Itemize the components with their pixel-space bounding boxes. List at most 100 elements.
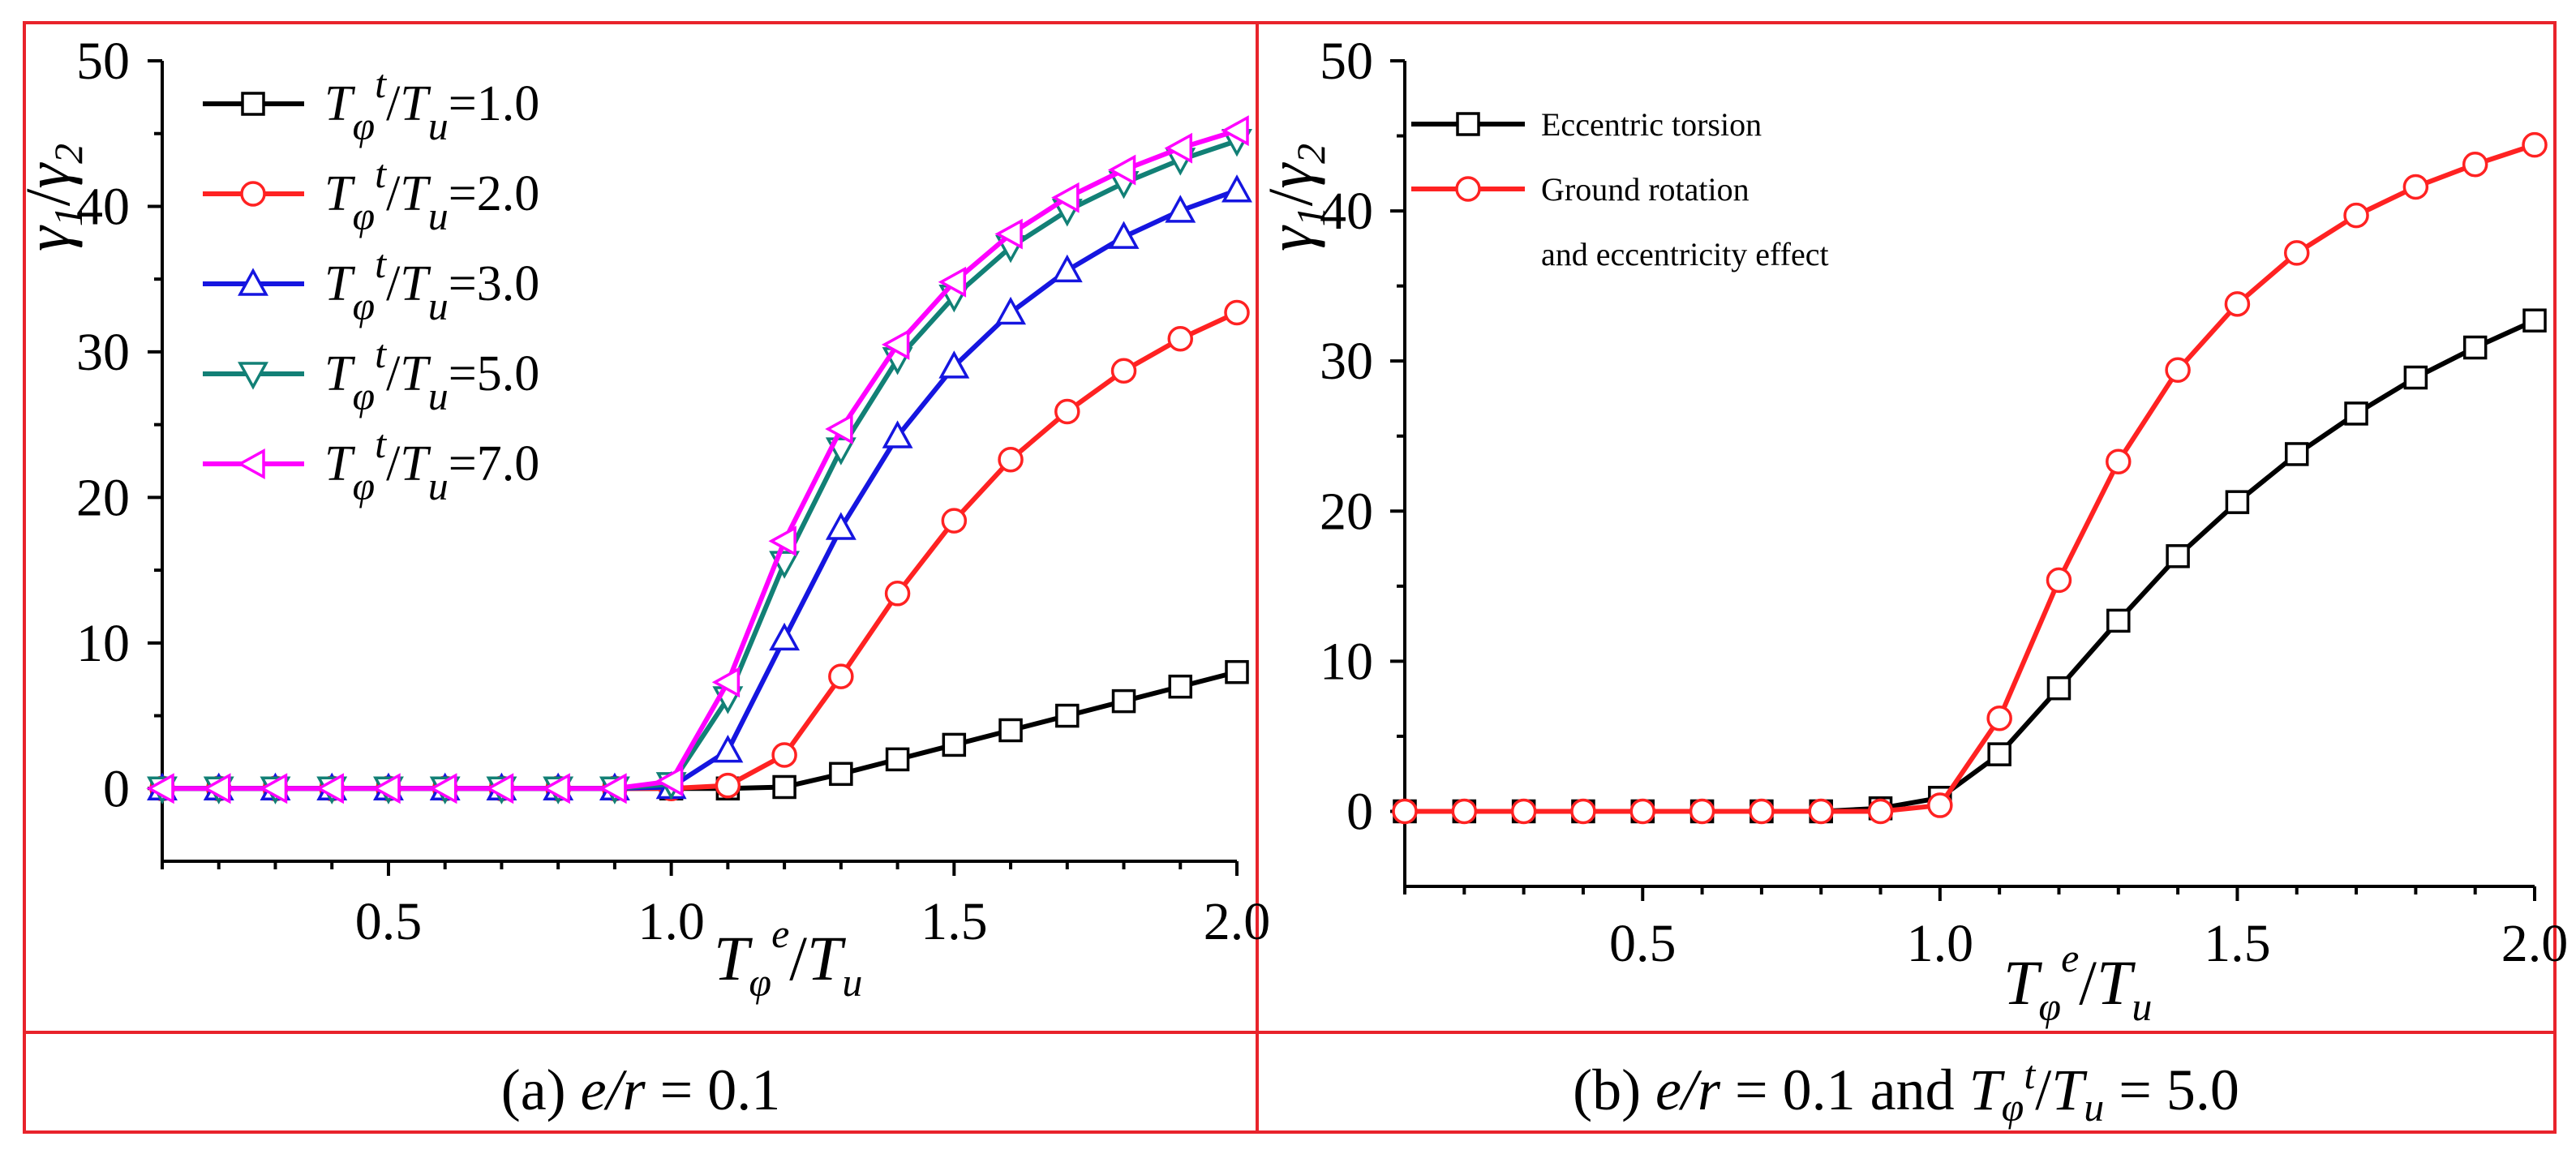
data-point xyxy=(1986,705,2012,731)
data-point xyxy=(1570,798,1596,825)
legend-sup: t xyxy=(375,151,387,196)
x-axis-title-sub: φ xyxy=(2038,984,2061,1029)
data-point xyxy=(1510,798,1537,825)
legend-swatch-marker xyxy=(238,362,268,390)
data-point xyxy=(1165,195,1196,223)
legend-tu: T xyxy=(400,346,431,401)
data-point xyxy=(203,773,231,804)
legend-t: T xyxy=(324,256,356,311)
caption-b: (b) e/r = 0.1 and Tφt/Tu = 5.0 xyxy=(1573,1052,2239,1130)
x-tick-label: 2.0 xyxy=(1204,892,1271,951)
caption-a-rest: = 0.1 xyxy=(646,1057,781,1122)
legend-slash: / xyxy=(386,256,401,311)
legend-item: Tφt/Tu=1.0 xyxy=(203,61,539,148)
legend-tu: T xyxy=(400,436,431,491)
data-point xyxy=(938,350,970,379)
legend-rest: =3.0 xyxy=(449,256,539,311)
data-point xyxy=(599,773,627,804)
data-point xyxy=(2522,131,2548,158)
y-axis-title-slash: / xyxy=(1255,188,1325,206)
caption-b-t-sub: φ xyxy=(2002,1084,2024,1130)
legend-label: Eccentric torsion xyxy=(1541,106,1762,143)
x-axis-title-tu: T xyxy=(807,923,846,993)
data-point xyxy=(1051,254,1083,283)
caption-b-t: T xyxy=(1969,1057,2006,1122)
x-axis-title: Tφe/Tu xyxy=(2003,935,2152,1029)
x-tick-label: 1.5 xyxy=(2204,914,2271,973)
legend-sub2: u xyxy=(428,373,449,418)
data-point xyxy=(1927,792,1953,818)
data-point xyxy=(1749,798,1775,825)
x-axis-title-tu: T xyxy=(2097,947,2136,1018)
legend-tu: T xyxy=(400,256,431,311)
data-point xyxy=(941,508,968,534)
y-tick-label: 50 xyxy=(1320,32,1373,91)
legend-label: Tφt/Tu=5.0 xyxy=(324,331,539,418)
x-axis-title-t: T xyxy=(2003,947,2042,1018)
data-point xyxy=(146,773,174,804)
x-axis-title-sup: e xyxy=(771,911,789,956)
legend-rest: =2.0 xyxy=(449,166,539,221)
legend-sub: φ xyxy=(352,103,375,148)
series-5 xyxy=(146,115,1249,804)
data-point xyxy=(2343,202,2369,229)
data-point xyxy=(715,772,741,799)
data-point xyxy=(768,526,796,557)
data-point xyxy=(2522,308,2547,332)
legend-swatch-marker xyxy=(238,268,268,296)
data-point xyxy=(2224,291,2251,317)
data-point xyxy=(429,773,457,804)
data-point xyxy=(1689,798,1715,825)
data-point xyxy=(1051,182,1080,213)
data-point xyxy=(771,742,797,768)
caption-b-t-sup: t xyxy=(2024,1052,2036,1097)
legend-t: T xyxy=(324,346,356,401)
data-point xyxy=(1451,798,1478,825)
data-point xyxy=(2462,335,2488,360)
legend-label: Tφt/Tu=3.0 xyxy=(324,241,539,328)
caption-a: (a) e/r = 0.1 xyxy=(501,1057,781,1122)
legend-item: Tφt/Tu=3.0 xyxy=(203,241,539,328)
legend-swatch-marker xyxy=(1456,112,1480,136)
y-tick-label: 0 xyxy=(1346,782,1373,841)
data-point xyxy=(1221,174,1252,203)
data-point xyxy=(1224,299,1250,326)
series-line xyxy=(162,138,1238,791)
caption-b-slash: / xyxy=(2035,1057,2051,1122)
y-tick-label: 0 xyxy=(103,759,130,818)
x-tick-label: 1.5 xyxy=(921,892,988,951)
legend-item: Tφt/Tu=7.0 xyxy=(203,421,539,508)
legend-swatch-marker xyxy=(237,448,265,479)
data-point xyxy=(372,773,401,804)
data-point xyxy=(885,747,910,772)
data-point xyxy=(2106,608,2131,633)
legend-sup: t xyxy=(375,421,387,466)
data-point xyxy=(259,773,288,804)
legend-sup: t xyxy=(375,241,387,286)
legend-sub: φ xyxy=(352,373,375,418)
x-axis-title-slash: / xyxy=(2079,947,2097,1018)
data-point xyxy=(1808,798,1834,825)
series-line xyxy=(1405,318,2536,814)
x-axis-title-slash: / xyxy=(789,923,807,993)
legend-t: T xyxy=(324,166,356,221)
legend-t: T xyxy=(324,76,356,131)
legend-label: Tφt/Tu=1.0 xyxy=(324,61,539,148)
caption-b-mid: = 0.1 and xyxy=(1720,1057,1969,1122)
y-axis-title-slash: / xyxy=(12,188,83,206)
data-point xyxy=(994,218,1023,250)
data-point xyxy=(1110,358,1137,384)
data-point xyxy=(2283,240,2310,266)
y-tick-label: 20 xyxy=(76,468,130,527)
legend-sub: φ xyxy=(352,283,375,328)
y-tick-label: 10 xyxy=(76,614,130,673)
y-axis-title-sub2: 2 xyxy=(45,144,91,164)
data-point xyxy=(1629,798,1656,825)
legend-item: Eccentric torsion xyxy=(1411,106,1762,143)
data-point xyxy=(542,773,570,804)
legend-sup: t xyxy=(375,61,387,106)
y-axis-title-gamma1: γ xyxy=(1255,225,1325,251)
data-point xyxy=(1111,689,1136,714)
